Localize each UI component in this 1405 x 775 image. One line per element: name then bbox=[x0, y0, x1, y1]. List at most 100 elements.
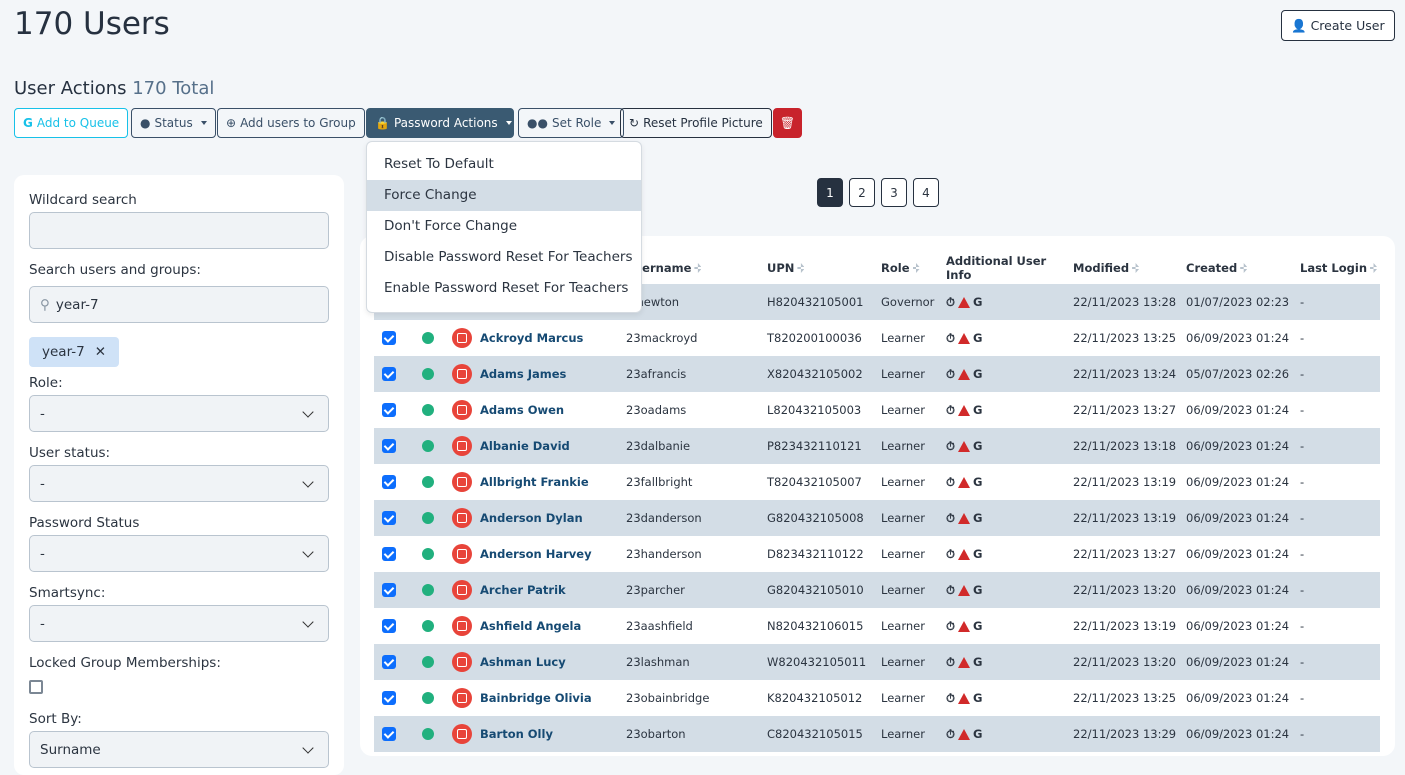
row-checkbox[interactable] bbox=[382, 475, 396, 489]
warning-icon bbox=[957, 620, 970, 632]
last-login: - bbox=[1300, 619, 1305, 633]
created: 01/07/2023 02:23 bbox=[1186, 295, 1290, 309]
password-actions-button[interactable]: 🔒 Password Actions bbox=[366, 108, 514, 138]
close-icon[interactable]: ✕ bbox=[94, 344, 107, 360]
role: Learner bbox=[881, 511, 925, 525]
last-login: - bbox=[1300, 331, 1305, 345]
user-name-link[interactable]: Adams James bbox=[480, 367, 567, 381]
table-row[interactable]: Barton Olly 23obarton C820432105015 Learner… bbox=[374, 716, 1380, 752]
trash-icon: 🗑 bbox=[779, 116, 796, 130]
menu-item[interactable]: Force Change bbox=[367, 180, 641, 211]
sort-by-select[interactable]: Surname bbox=[29, 731, 329, 768]
table-row[interactable]: Anderson Dylan 23danderson G820432105008 Le… bbox=[374, 500, 1380, 536]
created: 06/09/2023 01:24 bbox=[1186, 727, 1290, 741]
table-row[interactable]: Anderson Harvey 23handerson D823432110122 L… bbox=[374, 536, 1380, 572]
page-button[interactable]: 3 bbox=[881, 178, 907, 207]
locked-group-checkbox[interactable] bbox=[29, 680, 43, 694]
timer-icon: ⏱ bbox=[946, 546, 955, 561]
page-button[interactable]: 2 bbox=[849, 178, 875, 207]
username: 23oadams bbox=[626, 403, 687, 417]
table-row[interactable]: Archer Patrik 23parcher G820432105010 Learn… bbox=[374, 572, 1380, 608]
menu-item[interactable]: Disable Password Reset For Teachers bbox=[384, 249, 633, 265]
row-checkbox[interactable] bbox=[382, 619, 396, 633]
user-name-link[interactable]: Barton Olly bbox=[480, 727, 553, 741]
user-status-select[interactable]: - bbox=[29, 465, 329, 502]
timer-icon: ⏱ bbox=[946, 654, 955, 669]
username: 23danderson bbox=[626, 511, 702, 525]
add-to-queue-button[interactable]: G Add to Queue bbox=[14, 108, 129, 138]
column-header[interactable]: Modified bbox=[1073, 261, 1186, 275]
user-name-link[interactable]: Adams Owen bbox=[480, 403, 565, 417]
column-header[interactable]: Created bbox=[1186, 261, 1300, 275]
avatar bbox=[452, 436, 472, 456]
column-header[interactable]: UPN bbox=[767, 261, 881, 275]
menu-item[interactable]: Don't Force Change bbox=[384, 218, 518, 234]
page-button[interactable]: 1 bbox=[817, 178, 843, 207]
wildcard-search-input[interactable] bbox=[29, 212, 329, 249]
table-row[interactable]: Bainbridge Olivia 23obainbridge K820432105… bbox=[374, 680, 1380, 716]
modified: 22/11/2023 13:18 bbox=[1073, 439, 1177, 453]
user-name-link[interactable]: Anderson Harvey bbox=[480, 547, 592, 561]
row-checkbox[interactable] bbox=[382, 331, 396, 345]
user-name-link[interactable]: Allbright Frankie bbox=[480, 475, 589, 489]
role: Learner bbox=[881, 619, 925, 633]
password-actions-menu: Reset To Default Force Change Don't Force … bbox=[366, 141, 642, 313]
table-row[interactable]: Albanie David 23dalbanie P823432110121 Lear… bbox=[374, 428, 1380, 464]
page-button[interactable]: 4 bbox=[913, 178, 939, 207]
avatar bbox=[452, 544, 472, 564]
table-row[interactable]: Ashman Lucy 23lashman W820432105011 Learner… bbox=[374, 644, 1380, 680]
smartsync-select[interactable]: - bbox=[29, 605, 329, 642]
column-header[interactable]: Additional User Info bbox=[946, 254, 1047, 282]
row-checkbox[interactable] bbox=[382, 439, 396, 453]
table-row[interactable]: Ashfield Angela 23aashfield N820432106015 L… bbox=[374, 608, 1380, 644]
user-name-link[interactable]: Ashman Lucy bbox=[480, 655, 566, 669]
row-checkbox[interactable] bbox=[382, 727, 396, 741]
user-name-link[interactable]: Ashfield Angela bbox=[480, 619, 582, 633]
role: Governor bbox=[881, 295, 935, 309]
column-header[interactable]: Role bbox=[881, 261, 946, 275]
table-row[interactable]: Allbright Frankie 23fallbright T8204321050… bbox=[374, 464, 1380, 500]
reset-profile-picture-button[interactable]: ↻ Reset Profile Picture bbox=[620, 108, 772, 138]
status-dot bbox=[422, 692, 434, 704]
column-header[interactable]: Username bbox=[626, 261, 767, 275]
delete-button[interactable]: 🗑 bbox=[773, 108, 802, 138]
create-user-button[interactable]: 👤 Create User bbox=[1281, 10, 1395, 41]
user-name-link[interactable]: Albanie David bbox=[480, 439, 570, 453]
row-checkbox[interactable] bbox=[382, 511, 396, 525]
table-row[interactable]: Ackroyd Marcus 23mackroyd T820200100036 Lea… bbox=[374, 320, 1380, 356]
avatar bbox=[452, 724, 472, 744]
row-checkbox[interactable] bbox=[382, 691, 396, 705]
search-users-groups-input[interactable]: ⚲ year-7 bbox=[29, 286, 329, 323]
table-row[interactable]: Adams James 23afrancis X820432105002 Learne… bbox=[374, 356, 1380, 392]
menu-item[interactable]: Reset To Default bbox=[384, 156, 494, 172]
set-role-button[interactable]: ●● Set Role bbox=[518, 108, 625, 138]
row-checkbox[interactable] bbox=[382, 367, 396, 381]
menu-item[interactable]: Enable Password Reset For Teachers bbox=[384, 280, 629, 296]
additional-info: ⏱ G bbox=[946, 439, 1073, 454]
row-checkbox[interactable] bbox=[382, 583, 396, 597]
google-icon: G bbox=[972, 727, 983, 741]
additional-info: ⏱ G bbox=[946, 475, 1073, 490]
row-checkbox[interactable] bbox=[382, 403, 396, 417]
add-users-to-group-button[interactable]: ⊕ Add users to Group bbox=[217, 108, 365, 138]
column-header[interactable]: Last Login bbox=[1300, 261, 1380, 275]
table-row[interactable]: Adams Owen 23oadams L820432105003 Learner ⏱ G… bbox=[374, 392, 1380, 428]
row-checkbox[interactable] bbox=[382, 655, 396, 669]
status-button[interactable]: ● Status bbox=[131, 108, 216, 138]
avatar bbox=[452, 328, 472, 348]
user-name-link[interactable]: Anderson Dylan bbox=[480, 511, 583, 525]
created: 06/09/2023 01:24 bbox=[1186, 475, 1290, 489]
row-checkbox[interactable] bbox=[382, 547, 396, 561]
password-status-select[interactable]: - bbox=[29, 535, 329, 572]
google-icon: G bbox=[972, 475, 983, 489]
additional-info: ⏱ G bbox=[946, 583, 1073, 598]
user-name-link[interactable]: Bainbridge Olivia bbox=[480, 691, 592, 705]
additional-info: ⏱ G bbox=[946, 295, 1073, 310]
user-name-link[interactable]: Archer Patrik bbox=[480, 583, 566, 597]
created: 06/09/2023 01:24 bbox=[1186, 619, 1290, 633]
user-name-link[interactable]: Ackroyd Marcus bbox=[480, 331, 584, 345]
google-icon: G bbox=[972, 511, 983, 525]
timer-icon: ⏱ bbox=[946, 474, 955, 489]
role-select[interactable]: - bbox=[29, 395, 329, 432]
status-dot bbox=[422, 728, 434, 740]
